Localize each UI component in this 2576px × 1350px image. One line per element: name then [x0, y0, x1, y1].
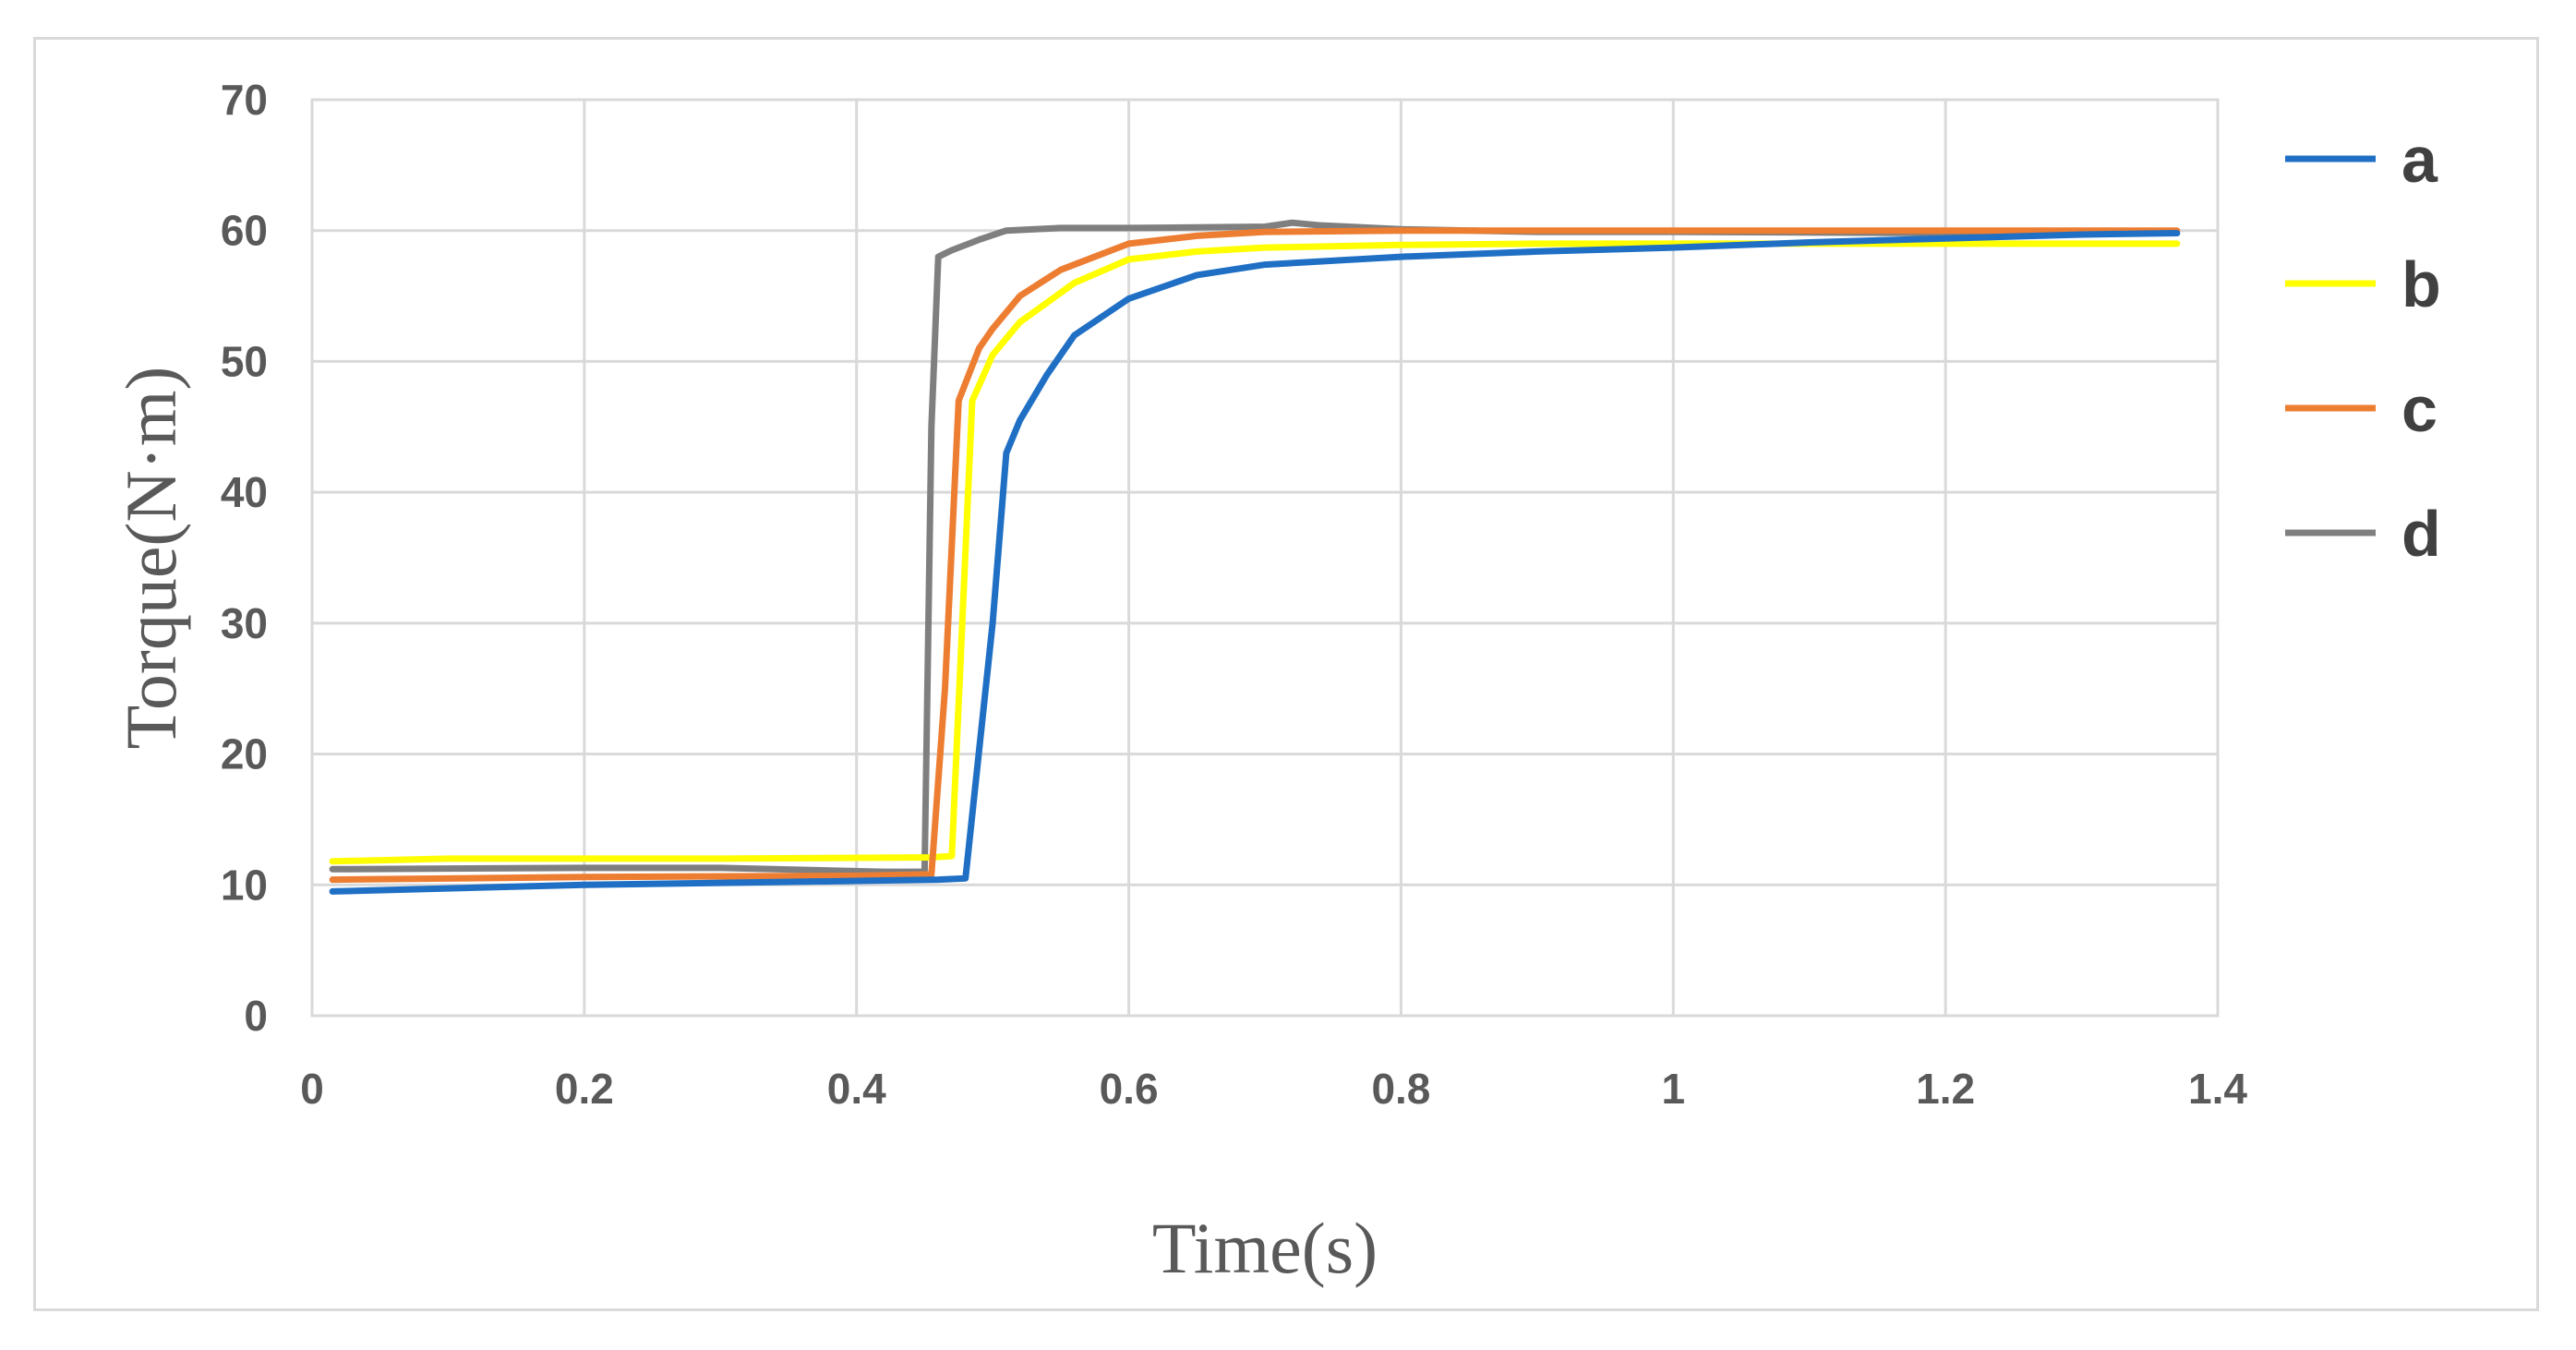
series-line-c [329, 227, 2181, 884]
y-tick-label: 10 [221, 861, 268, 909]
series-line-a [329, 230, 2181, 895]
series-line-d [329, 219, 2181, 875]
x-tick-label: 0.6 [1100, 1065, 1159, 1113]
plot-area [310, 98, 2220, 1018]
y-tick-label: 20 [221, 730, 268, 778]
x-tick-label: 0 [300, 1065, 324, 1113]
y-tick-label: 30 [221, 599, 268, 647]
series-lines [329, 219, 2181, 895]
legend-label-b: b [2401, 248, 2441, 320]
y-tick-label: 60 [221, 207, 268, 255]
x-tick-label: 1 [1661, 1065, 1685, 1113]
x-tick-label: 0.8 [1371, 1065, 1430, 1113]
y-axis-title: Torque(N·m) [111, 367, 191, 750]
legend-label-a: a [2401, 124, 2438, 196]
x-tick-label: 1.2 [1916, 1065, 1975, 1113]
series-line-b [329, 240, 2181, 865]
x-tick-labels: 0 0.2 0.4 0.6 0.8 1 1.2 1.4 [300, 1065, 2247, 1113]
y-tick-label: 50 [221, 337, 268, 385]
y-tick-label: 70 [221, 76, 268, 124]
x-tick-label: 1.4 [2188, 1065, 2247, 1113]
y-tick-labels: 0 10 20 30 40 50 60 70 [221, 76, 268, 1040]
legend-label-c: c [2401, 373, 2438, 445]
x-tick-label: 0.4 [827, 1065, 886, 1113]
legend-label-d: d [2401, 498, 2441, 570]
x-tick-label: 0.2 [555, 1065, 614, 1113]
x-axis-title: Time(s) [1152, 1208, 1378, 1288]
y-tick-label: 40 [221, 468, 268, 516]
y-tick-label: 0 [244, 992, 268, 1040]
